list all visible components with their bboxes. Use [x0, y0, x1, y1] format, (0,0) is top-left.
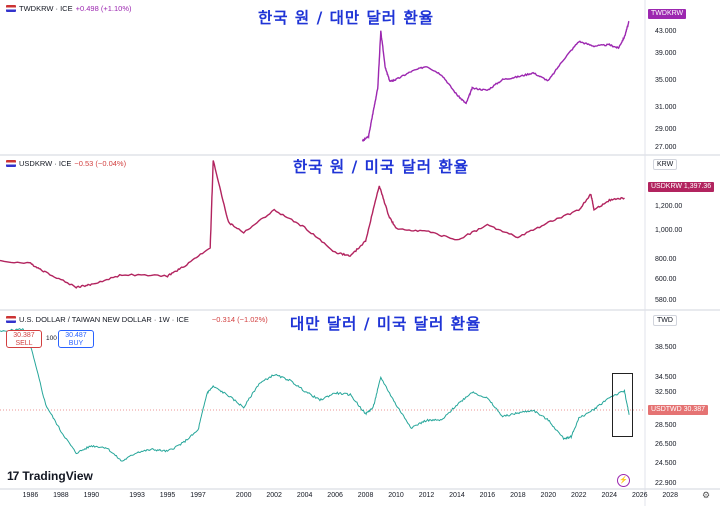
y-tick: 1,200.00: [655, 203, 683, 210]
y-tick: 43.000: [655, 28, 677, 35]
legend-change: −0.314 (−1.02%): [211, 315, 268, 324]
legend-change: −0.53 (−0.04%): [74, 159, 127, 168]
series-line-usdkrw[interactable]: [0, 160, 625, 289]
y-tick: 22.900: [655, 480, 677, 487]
x-tick: 2024: [601, 492, 618, 499]
legend-symbol: U.S. DOLLAR / TAIWAN NEW DOLLAR · 1W · I…: [19, 315, 189, 324]
gear-icon[interactable]: ⚙: [702, 490, 711, 500]
flag-icon: [6, 5, 16, 12]
y-tick: 24.500: [655, 460, 677, 467]
sell-button[interactable]: 30.387 SELL: [6, 330, 42, 348]
series-line-twdkrw[interactable]: [361, 20, 630, 142]
bolt-icon[interactable]: ⚡: [617, 474, 630, 487]
panel-title-usdkrw: 한국 원 / 미국 달러 환율: [293, 157, 469, 176]
y-tick: 35.000: [655, 77, 677, 84]
x-tick: 2008: [357, 492, 374, 499]
x-tick: 2010: [388, 492, 404, 499]
y-tick: 39.000: [655, 50, 677, 57]
series-line-usdtwd[interactable]: [0, 327, 630, 462]
sell-label: SELL: [15, 340, 33, 347]
buy-button[interactable]: 30.487 BUY: [58, 330, 94, 348]
panel-title-twdkrw: 한국 원 / 대만 달러 환율: [258, 8, 434, 27]
x-tick: 2002: [266, 492, 282, 499]
y-tick: 1,000.00: [655, 227, 683, 234]
x-tick: 2006: [327, 492, 343, 499]
legend-symbol: TWDKRW · ICE: [19, 4, 73, 13]
price-tag-usdtwd: USDTWD 30.387: [648, 405, 709, 415]
x-tick: 1995: [159, 492, 176, 499]
y-tick: 600.00: [655, 276, 677, 283]
y-tick: 29.000: [655, 126, 677, 133]
x-tick: 2004: [296, 492, 313, 499]
legend-usdkrw[interactable]: USDKRW · ICE −0.53 (−0.04%): [6, 159, 126, 168]
x-tick: 2022: [571, 492, 587, 499]
x-tick: 2020: [540, 492, 557, 499]
tradingview-logo-icon: 17: [7, 469, 19, 483]
legend-symbol: USDKRW · ICE: [19, 159, 72, 168]
legend-change: +0.498 (+1.10%): [75, 4, 132, 13]
price-tag-twdkrw: TWDKRW: [648, 9, 687, 19]
y-tick: 26.500: [655, 441, 677, 448]
tradingview-logo[interactable]: 17 TradingView: [7, 469, 93, 483]
price-tag-usdkrw: USDKRW 1,397.36: [648, 182, 715, 192]
unit-twd[interactable]: TWD: [653, 315, 677, 326]
y-tick: 31.000: [655, 104, 677, 111]
highlight-box: [612, 373, 633, 437]
y-tick: 27.000: [655, 144, 677, 151]
x-tick: 2014: [449, 492, 465, 499]
buy-price: 30.487: [65, 332, 87, 339]
x-tick: 2026: [631, 492, 648, 499]
unit-krw[interactable]: KRW: [653, 159, 678, 170]
x-tick: 1993: [129, 492, 145, 499]
y-tick: 800.00: [655, 256, 677, 263]
x-tick: 2000: [235, 492, 252, 499]
spread-value: 100: [46, 335, 57, 342]
x-tick: 2018: [510, 492, 526, 499]
x-tick: 1986: [22, 492, 39, 499]
legend-usdtwd[interactable]: U.S. DOLLAR / TAIWAN NEW DOLLAR · 1W · I…: [6, 315, 268, 324]
x-tick: 1997: [190, 492, 206, 499]
tradingview-logo-text: TradingView: [22, 469, 93, 483]
legend-twdkrw[interactable]: TWDKRW · ICE +0.498 (+1.10%): [6, 4, 131, 13]
sell-price: 30.387: [13, 332, 35, 339]
y-tick: 32.500: [655, 389, 677, 396]
y-tick: 38.500: [655, 344, 677, 351]
y-tick: 34.500: [655, 374, 677, 381]
flag-icon: [6, 316, 16, 323]
x-tick: 1990: [83, 492, 100, 499]
flag-icon: [6, 160, 16, 167]
x-tick: 1988: [53, 492, 69, 499]
y-tick: 28.500: [655, 422, 677, 429]
x-tick: 2012: [418, 492, 435, 499]
x-tick: 2016: [479, 492, 496, 499]
y-tick: 580.00: [655, 297, 677, 304]
x-tick: 2028: [662, 492, 678, 499]
buy-label: BUY: [68, 340, 84, 347]
panel-title-usdtwd: 대만 달러 / 미국 달러 환율: [290, 314, 482, 333]
